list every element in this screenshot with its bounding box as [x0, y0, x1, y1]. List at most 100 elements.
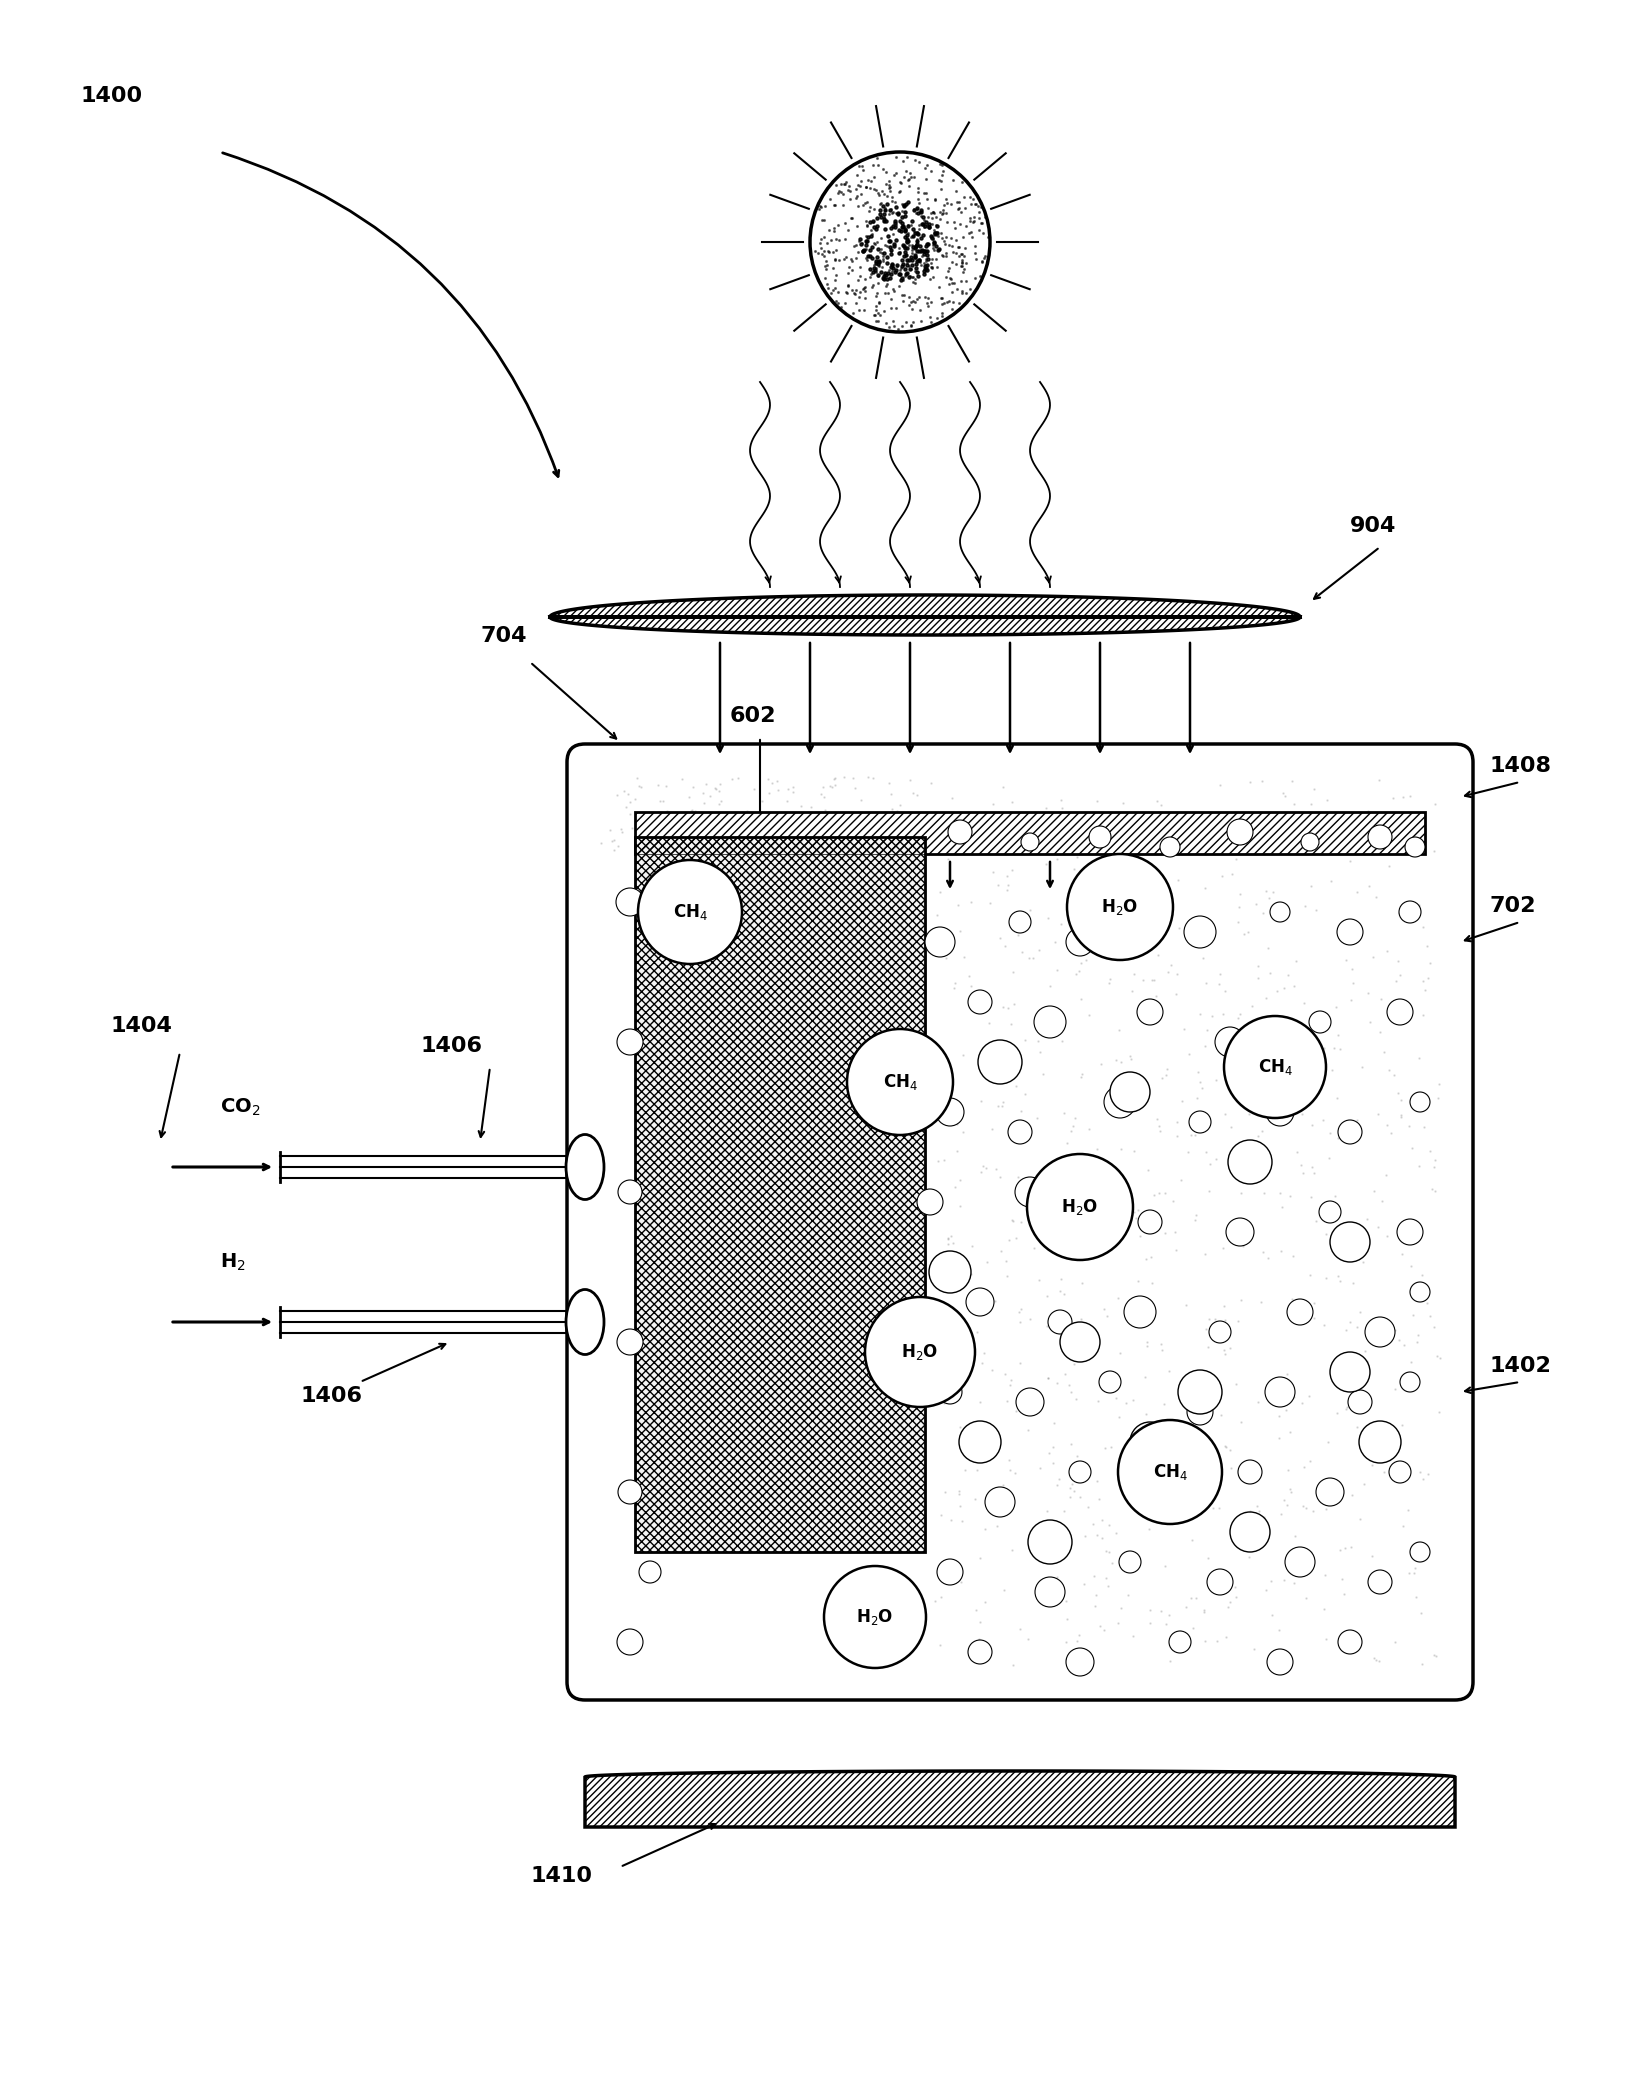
Point: [745, 803, 771, 837]
Point: [1197, 1146, 1223, 1180]
Point: [904, 234, 931, 268]
Point: [922, 201, 949, 234]
Point: [871, 203, 898, 236]
Point: [881, 230, 907, 264]
Point: [907, 245, 934, 278]
Point: [894, 140, 921, 174]
Point: [945, 192, 972, 226]
Point: [1026, 1025, 1052, 1059]
Point: [1148, 1594, 1174, 1628]
Point: [792, 810, 819, 843]
Point: [852, 274, 878, 308]
Circle shape: [1189, 1111, 1212, 1134]
Point: [835, 213, 861, 247]
Point: [1000, 1648, 1026, 1682]
Point: [1350, 1245, 1376, 1278]
Point: [934, 1228, 960, 1261]
Point: [1318, 1054, 1345, 1088]
Point: [1185, 1056, 1212, 1090]
Point: [921, 215, 947, 249]
Point: [1212, 1289, 1238, 1322]
Point: [1266, 1176, 1292, 1209]
Point: [1297, 1259, 1323, 1293]
Point: [912, 205, 939, 238]
Point: [888, 213, 914, 247]
Point: [952, 1454, 978, 1487]
Point: [972, 1513, 998, 1546]
Point: [1164, 1119, 1190, 1153]
Bar: [635, 837, 926, 1552]
Point: [871, 205, 898, 238]
Point: [876, 174, 903, 207]
Point: [894, 186, 921, 220]
Point: [914, 228, 940, 262]
Point: [1087, 1483, 1113, 1517]
Point: [809, 810, 835, 843]
Point: [814, 268, 840, 301]
Point: [914, 249, 940, 282]
Point: [932, 220, 958, 253]
Point: [893, 232, 919, 266]
Point: [888, 264, 914, 297]
Point: [1001, 1048, 1028, 1082]
Point: [929, 159, 955, 192]
Point: [1217, 1031, 1243, 1065]
Point: [1051, 1494, 1077, 1527]
Point: [1060, 1475, 1087, 1508]
Point: [1366, 1563, 1392, 1596]
Point: [996, 1454, 1023, 1487]
Point: [704, 772, 730, 805]
Point: [1406, 1149, 1432, 1182]
Point: [889, 228, 916, 262]
Point: [876, 172, 903, 205]
Point: [853, 232, 880, 266]
Point: [1422, 1142, 1448, 1176]
Point: [812, 188, 838, 222]
Point: [817, 814, 843, 847]
Circle shape: [1389, 1460, 1411, 1483]
Point: [945, 238, 972, 272]
Point: [827, 176, 853, 209]
Circle shape: [1406, 837, 1425, 858]
Point: [1006, 1305, 1032, 1339]
Point: [1274, 1454, 1300, 1487]
Point: [1051, 1278, 1077, 1312]
Point: [1095, 1536, 1121, 1569]
Point: [898, 220, 924, 253]
Point: [896, 228, 922, 262]
Point: [990, 1088, 1016, 1121]
Circle shape: [638, 860, 741, 964]
Point: [1044, 843, 1070, 877]
Point: [968, 1155, 995, 1188]
Point: [1333, 910, 1360, 943]
Point: [899, 259, 926, 293]
Point: [884, 312, 911, 345]
Point: [924, 900, 950, 933]
Point: [883, 253, 909, 287]
Point: [949, 1504, 975, 1538]
Point: [834, 241, 860, 274]
Point: [960, 205, 986, 238]
Point: [623, 831, 649, 864]
Point: [1011, 1077, 1037, 1111]
Point: [835, 810, 861, 843]
Point: [763, 803, 789, 837]
Point: [857, 251, 883, 285]
Point: [883, 197, 909, 230]
Point: [1092, 1222, 1118, 1255]
Point: [1105, 1280, 1131, 1314]
Point: [1215, 814, 1241, 847]
Point: [852, 262, 878, 295]
Point: [939, 1504, 965, 1538]
Point: [868, 251, 894, 285]
Point: [958, 186, 985, 220]
Point: [998, 1364, 1024, 1397]
Point: [960, 182, 986, 215]
Point: [1184, 1199, 1210, 1232]
Point: [876, 810, 903, 843]
Point: [906, 213, 932, 247]
Point: [899, 230, 926, 264]
Point: [870, 262, 896, 295]
Point: [921, 234, 947, 268]
Point: [891, 211, 917, 245]
